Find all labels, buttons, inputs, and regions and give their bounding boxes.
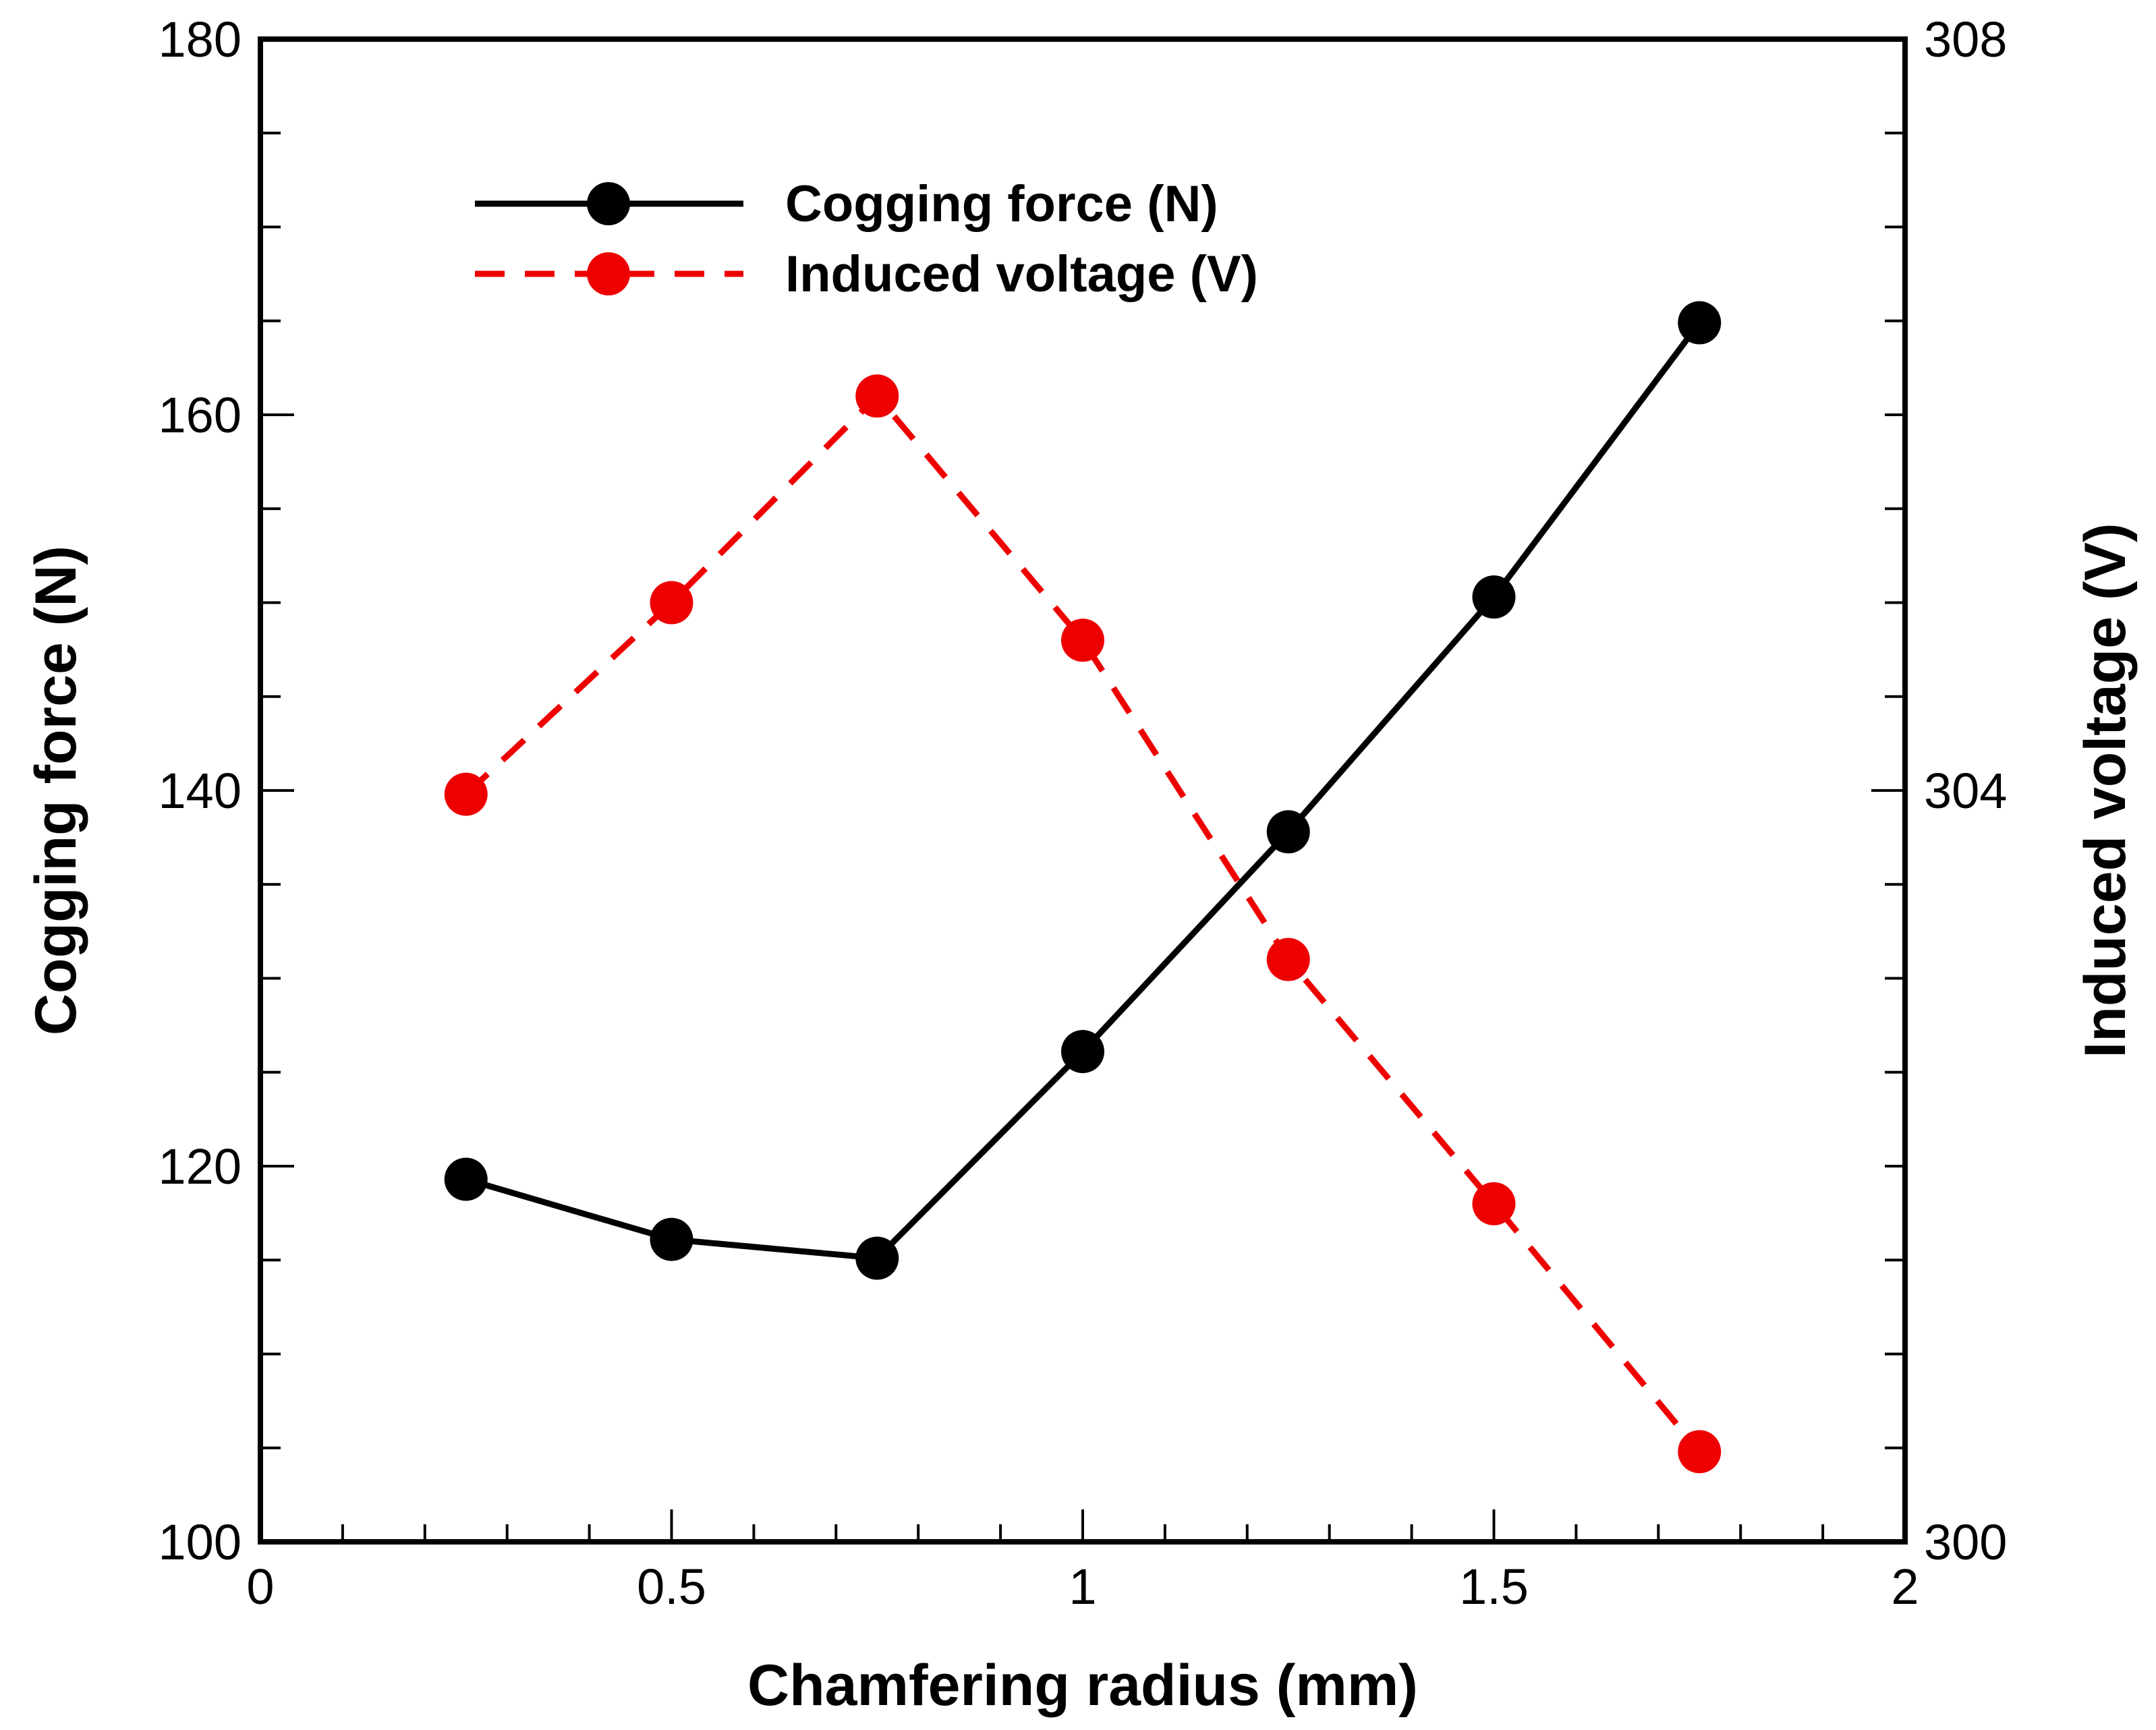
y-left-tick-label: 120 — [159, 1138, 242, 1194]
y-left-tick-label: 180 — [159, 11, 242, 67]
legend-label-cogging: Cogging force (N) — [785, 175, 1218, 233]
data-point-induced-voltage — [1061, 618, 1104, 662]
x-tick-label: 1 — [1069, 1559, 1096, 1615]
x-tick-label: 0.5 — [637, 1559, 706, 1615]
series-line-cogging-force — [465, 320, 1702, 1261]
x-axis-label: Chamfering radius (mm) — [747, 1653, 1418, 1718]
series-layer — [444, 301, 1722, 1474]
legend: Cogging force (N) Induced voltage (V) — [475, 175, 1258, 303]
data-point-induced-voltage — [855, 374, 899, 418]
y-left-tick-label: 140 — [159, 763, 242, 819]
y-right-tick-label: 300 — [1924, 1514, 2007, 1570]
data-point-induced-voltage — [1266, 938, 1310, 981]
data-point-induced-voltage — [1472, 1182, 1516, 1226]
data-point-cogging-force — [855, 1236, 899, 1280]
data-point-cogging-force — [1061, 1030, 1104, 1074]
data-point-induced-voltage — [444, 772, 488, 816]
y-right-tick-label: 304 — [1924, 763, 2007, 819]
x-tick-label: 0 — [246, 1559, 274, 1615]
series-line-induced-voltage — [463, 393, 1702, 1454]
y-left-tick-label: 160 — [159, 387, 242, 443]
y-axis-left-label: Cogging force (N) — [24, 546, 88, 1035]
y-axis-right-label: Induced voltage (V) — [2073, 523, 2138, 1058]
data-point-cogging-force — [1472, 575, 1516, 619]
data-point-induced-voltage — [1678, 1430, 1722, 1474]
data-point-cogging-force — [650, 1217, 693, 1261]
x-tick-label: 1.5 — [1459, 1559, 1529, 1615]
data-point-cogging-force — [444, 1157, 488, 1201]
y-right-tick-label: 308 — [1924, 11, 2007, 67]
legend-marker-cogging — [587, 182, 630, 225]
data-point-cogging-force — [1678, 301, 1722, 345]
x-tick-label: 2 — [1891, 1559, 1919, 1615]
axis-ticks — [259, 38, 1906, 1543]
data-point-induced-voltage — [650, 581, 693, 625]
y-left-tick-label: 100 — [159, 1514, 242, 1570]
legend-marker-voltage — [587, 252, 630, 295]
axis-tick-labels: 0 0.5 1 1.5 2 100 120 140 160 180 300 304 308 — [159, 11, 2008, 1615]
legend-label-voltage: Induced voltage (V) — [785, 246, 1258, 303]
data-point-cogging-force — [1266, 810, 1310, 854]
